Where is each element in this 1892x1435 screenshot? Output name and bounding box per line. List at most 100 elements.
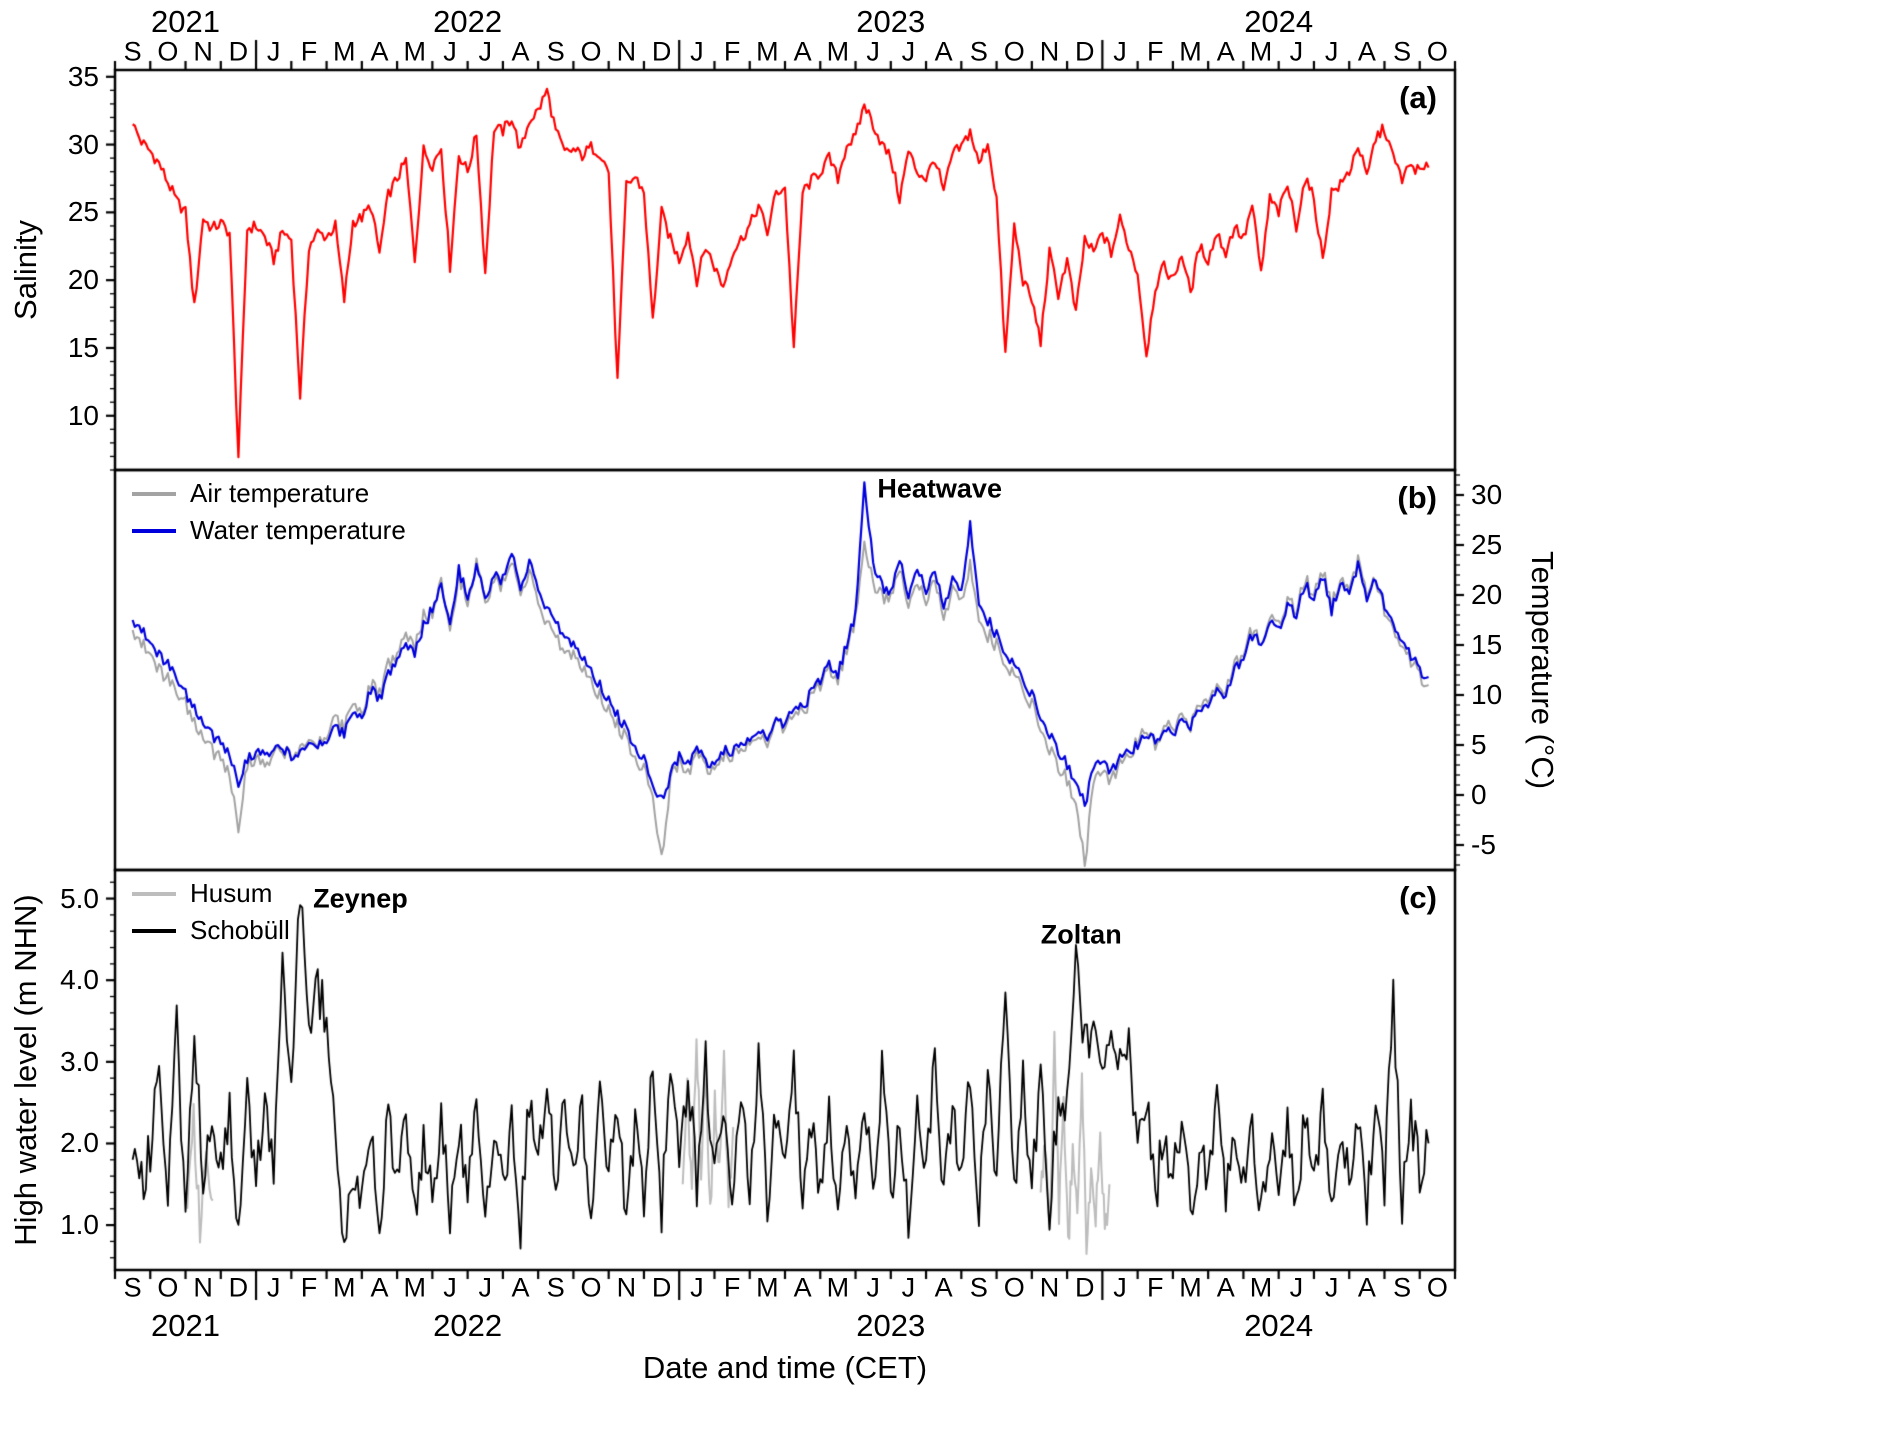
- bottom-month-tick-label: D: [1074, 1272, 1095, 1303]
- top-month-tick-label: S: [546, 36, 565, 67]
- top-month-tick-label: J: [901, 36, 916, 67]
- top-month-tick-label: M: [1179, 36, 1202, 67]
- temperature-tick-label: 10: [1471, 679, 1503, 710]
- bottom-month-tick-label: F: [723, 1272, 741, 1303]
- temperature-tick-label: 5: [1471, 729, 1487, 760]
- bottom-year-label: 2023: [856, 1308, 926, 1343]
- top-month-tick-label: J: [866, 36, 880, 67]
- top-year-label: 2024: [1244, 4, 1314, 39]
- water-level-legend: Husum Schobüll: [132, 878, 290, 946]
- bottom-month-tick-label: J: [1289, 1272, 1304, 1303]
- bottom-month-tick-label: J: [690, 1272, 704, 1303]
- bottom-month-tick-label: S: [969, 1272, 988, 1303]
- bottom-month-tick-label: A: [934, 1272, 953, 1303]
- top-year-label: 2021: [151, 4, 220, 39]
- top-month-tick-label: J: [443, 36, 457, 67]
- water-level-axis-title: High water level (m NHN): [8, 894, 43, 1246]
- bottom-month-tick-label: A: [793, 1272, 812, 1303]
- temperature-tick-label: 15: [1471, 629, 1503, 660]
- legend-item-air-temperature: Air temperature: [132, 478, 406, 509]
- schobull-legend-label: Schobüll: [190, 915, 290, 945]
- water-temperature-line-sample: [132, 528, 176, 533]
- top-month-tick-label: N: [1039, 36, 1060, 67]
- temperature-tick-label: -5: [1471, 829, 1496, 860]
- top-month-tick-label: M: [403, 36, 426, 67]
- salinity-tick-label: 10: [67, 399, 99, 431]
- bottom-month-tick-label: O: [1426, 1272, 1448, 1303]
- bottom-month-tick-label: O: [580, 1272, 602, 1303]
- top-month-tick-label: O: [157, 36, 179, 67]
- top-month-tick-label: J: [690, 36, 704, 67]
- top-month-tick-label: J: [478, 36, 493, 67]
- top-month-tick-label: M: [756, 36, 779, 67]
- water-level-tick-label: 5.0: [60, 882, 99, 914]
- bottom-year-label: 2024: [1244, 1308, 1314, 1343]
- temperature-legend: Air temperature Water temperature: [132, 478, 406, 546]
- bottom-month-tick-label: M: [332, 1272, 356, 1303]
- bottom-month-tick-label: S: [1393, 1272, 1412, 1303]
- panel-c-label: (c): [1399, 880, 1437, 915]
- top-month-tick-label: O: [1426, 36, 1448, 67]
- legend-item-husum: Husum: [132, 878, 290, 909]
- bottom-month-tick-label: J: [901, 1272, 916, 1303]
- top-month-tick-label: D: [651, 36, 672, 67]
- bottom-month-tick-label: J: [1324, 1272, 1339, 1303]
- top-month-tick-label: S: [969, 36, 988, 67]
- zeynep-annotation: Zeynep: [313, 883, 408, 914]
- bottom-month-tick-label: J: [1113, 1272, 1127, 1303]
- top-month-tick-label: A: [1216, 36, 1235, 67]
- top-month-tick-label: J: [1289, 36, 1304, 67]
- top-month-tick-label: S: [1393, 36, 1412, 67]
- bottom-month-tick-label: S: [546, 1272, 565, 1303]
- bottom-month-tick-label: F: [300, 1272, 318, 1303]
- bottom-month-tick-label: M: [1179, 1272, 1202, 1303]
- top-year-label: 2022: [433, 4, 503, 39]
- husum-legend-label: Husum: [190, 878, 273, 908]
- bottom-month-tick-label: N: [616, 1272, 637, 1303]
- temperature-axis-title: Temperature (°C): [1525, 550, 1560, 790]
- panel-a-label: (a): [1399, 80, 1437, 115]
- bottom-year-label: 2022: [433, 1308, 503, 1343]
- top-month-tick-label: N: [193, 36, 213, 67]
- bottom-month-tick-label: N: [1039, 1272, 1060, 1303]
- top-month-tick-label: F: [723, 36, 741, 67]
- salinity-axis-title: Salinity: [8, 220, 43, 320]
- top-month-tick-label: A: [1357, 36, 1376, 67]
- top-month-tick-label: A: [793, 36, 812, 67]
- top-month-tick-label: O: [1003, 36, 1025, 67]
- temperature-tick-label: 25: [1471, 529, 1503, 560]
- bottom-month-tick-label: A: [1216, 1272, 1235, 1303]
- bottom-month-tick-label: J: [478, 1272, 493, 1303]
- bottom-month-tick-label: M: [826, 1272, 850, 1303]
- salinity-tick-label: 20: [67, 264, 99, 296]
- bottom-month-tick-label: A: [511, 1272, 530, 1303]
- top-month-tick-label: N: [616, 36, 637, 67]
- salinity-tick-label: 30: [67, 128, 99, 160]
- top-month-tick-label: J: [1324, 36, 1339, 67]
- legend-item-schobull: Schobüll: [132, 915, 290, 946]
- top-month-tick-label: D: [228, 36, 249, 67]
- top-month-tick-label: S: [123, 36, 142, 67]
- x-axis-title: Date and time (CET): [642, 1350, 928, 1385]
- top-year-label: 2023: [856, 4, 926, 39]
- top-month-tick-label: M: [1249, 36, 1273, 67]
- top-month-tick-label: D: [1074, 36, 1095, 67]
- bottom-month-tick-label: F: [1147, 1272, 1164, 1303]
- bottom-month-tick-label: O: [157, 1272, 179, 1303]
- panel-b-label: (b): [1397, 480, 1437, 515]
- bottom-month-tick-label: D: [228, 1272, 249, 1303]
- bottom-month-tick-label: N: [193, 1272, 213, 1303]
- top-month-tick-label: M: [826, 36, 850, 67]
- bottom-month-tick-label: M: [403, 1272, 426, 1303]
- top-month-tick-label: A: [370, 36, 389, 67]
- salinity-tick-label: 35: [67, 60, 99, 92]
- bottom-month-tick-label: M: [1249, 1272, 1273, 1303]
- top-month-tick-label: J: [1113, 36, 1127, 67]
- water-level-tick-label: 3.0: [60, 1045, 99, 1077]
- bottom-year-label: 2021: [151, 1308, 220, 1343]
- bottom-month-tick-label: O: [1003, 1272, 1025, 1303]
- air-temperature-legend-label: Air temperature: [190, 478, 370, 508]
- water-level-tick-label: 2.0: [60, 1127, 99, 1159]
